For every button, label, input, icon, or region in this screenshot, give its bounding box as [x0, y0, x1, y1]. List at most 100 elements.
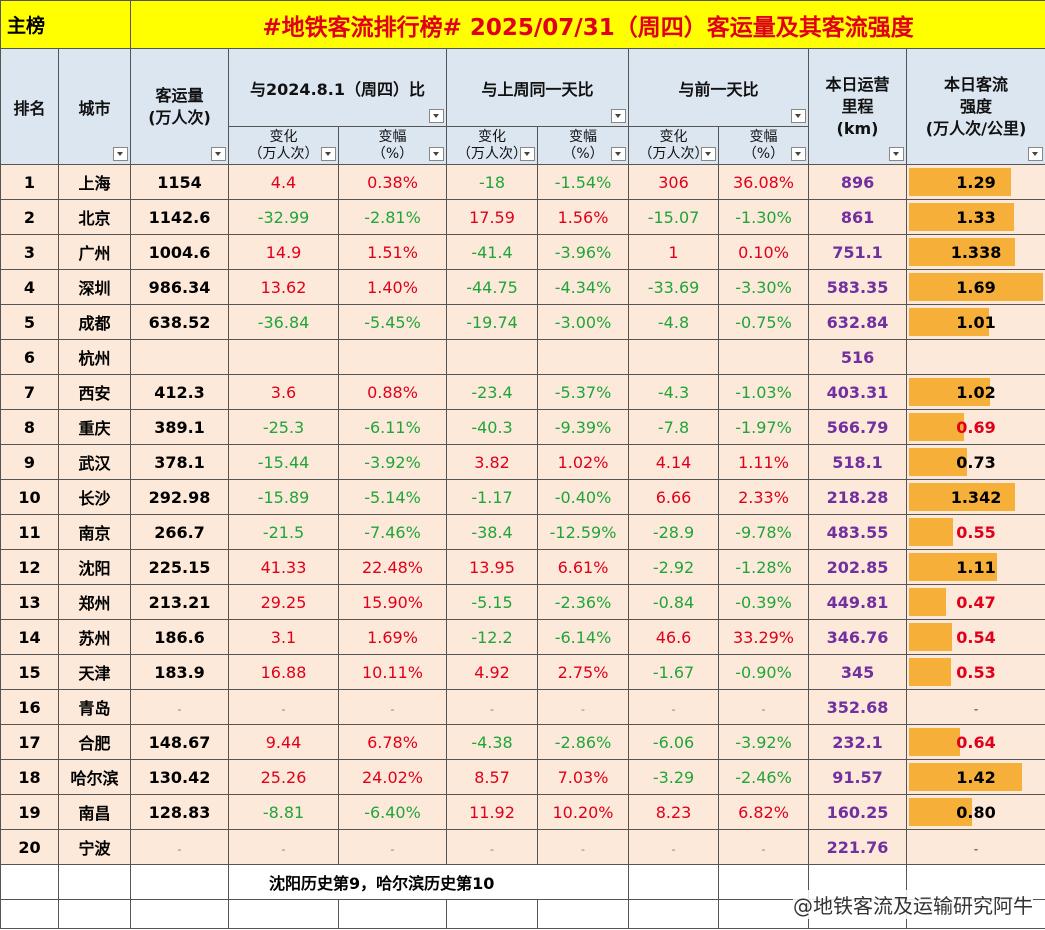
cell-text: 西安 [78, 384, 111, 403]
cell-text: -1.67 [652, 662, 695, 682]
cell-text: 3.82 [474, 452, 510, 472]
cell: 4.14 [628, 444, 720, 480]
header-line: （万人次） [457, 145, 528, 162]
cell-text: 1004.6 [148, 242, 211, 262]
cell-text: 成都 [78, 314, 111, 333]
filter-button[interactable] [889, 147, 905, 161]
cell: -6.11% [338, 409, 448, 445]
cell: 352.68 [808, 689, 908, 725]
cell: -0.39% [718, 584, 810, 620]
cell: 1.29 [906, 164, 1045, 200]
filter-button[interactable] [113, 147, 129, 161]
cell [628, 864, 720, 900]
cell: 上海 [57, 164, 132, 200]
cell-text: -1.17 [471, 487, 513, 507]
cell-text: 403.31 [826, 382, 889, 402]
cell-text: 128.83 [148, 802, 211, 822]
cell-text: -3.00% [554, 312, 612, 332]
intensity-bar [909, 378, 990, 406]
cell-text: 2.33% [738, 487, 789, 507]
cell-text: 221.76 [826, 837, 889, 857]
cell-text: -15.07 [647, 207, 700, 227]
filter-button[interactable] [611, 109, 627, 123]
cell: -2.81% [338, 199, 448, 235]
cell-text: 29.25 [260, 592, 307, 612]
cell-text: -9.39% [554, 417, 612, 437]
cell-text: 天津 [78, 664, 111, 683]
intensity-bar [909, 588, 947, 616]
cell: -4.3 [628, 374, 720, 410]
intensity-bar [909, 273, 1044, 301]
intensity-bar [909, 518, 953, 546]
cell: -5.14% [338, 479, 448, 515]
intensity-value: - [973, 702, 979, 716]
cell: 6.66 [628, 479, 720, 515]
cell: -7.8 [628, 409, 720, 445]
cell: 9.44 [228, 724, 340, 760]
filter-button[interactable] [791, 109, 807, 123]
cell-text: 3 [23, 242, 36, 262]
cell-text: 1154 [157, 172, 202, 192]
cell: 583.35 [808, 269, 908, 305]
cell-text: -5.45% [364, 312, 421, 332]
filter-button[interactable] [791, 147, 807, 161]
filter-button[interactable] [211, 147, 227, 161]
cell-text: -12.59% [549, 522, 617, 542]
intensity-bar [909, 658, 952, 686]
header-line: (万人次) [148, 107, 211, 127]
cell-text: -2.46% [735, 767, 792, 787]
header-line: 变化 [269, 128, 298, 145]
cell-text: -7.46% [364, 522, 421, 542]
header-line: 里程 [841, 96, 874, 116]
filter-button[interactable] [520, 147, 536, 161]
filter-button[interactable] [321, 147, 337, 161]
cell: 389.1 [130, 409, 230, 445]
cell: -9.78% [718, 514, 810, 550]
cell: -5.15 [446, 584, 539, 620]
cell: -0.84 [628, 584, 720, 620]
cell-text: 518.1 [832, 452, 883, 472]
header-row: 变化 （万人次） 变幅 （%） 变化 （万人次） 变幅 （%） 变化 （万人次） 变幅 （%） [1, 126, 1045, 165]
cell: -2.36% [537, 584, 630, 620]
cell: 292.98 [130, 479, 230, 515]
cell-text: 566.79 [826, 417, 889, 437]
filter-button[interactable] [429, 147, 445, 161]
cell-text: - [671, 842, 676, 856]
cell-text: -4.38 [471, 732, 513, 752]
group-header: 与前一天比 [628, 48, 810, 127]
cell: 1.69% [338, 619, 448, 655]
cell-text: -0.84 [652, 592, 695, 612]
cell: 516 [808, 339, 908, 375]
cell-text: -2.81% [364, 207, 421, 227]
cell: 8.57 [446, 759, 539, 795]
cell [130, 899, 230, 929]
header-line: 变化 [659, 128, 688, 145]
cell: -12.2 [446, 619, 539, 655]
data-row: 13 郑州 213.21 29.25 15.90% -5.15 -2.36% -0.84 -0.… [0, 584, 1045, 620]
cell: 128.83 [130, 794, 230, 830]
filter-button[interactable] [701, 147, 717, 161]
cell-text: 8.57 [474, 767, 510, 787]
cell: - [338, 829, 448, 865]
filter-button[interactable] [1028, 147, 1044, 161]
cell: -3.92% [718, 724, 810, 760]
cell [57, 864, 132, 900]
cell: - [130, 689, 230, 725]
cell: 0.69 [906, 409, 1045, 445]
cell-text: 306 [658, 172, 689, 192]
filter-button[interactable] [429, 109, 445, 123]
cell-text: -6.40% [364, 802, 421, 822]
filter-button[interactable] [611, 147, 627, 161]
cell-text: 46.6 [655, 627, 692, 647]
cell-text: -23.4 [471, 382, 513, 402]
tag: 主榜 [0, 0, 132, 49]
cell-text: 412.3 [154, 382, 205, 402]
intensity-bar [909, 413, 964, 441]
cell-text: 41.33 [260, 557, 307, 577]
intensity-value: 1.02 [956, 382, 996, 402]
cell-text: 19 [18, 802, 41, 822]
cell: 1.11% [718, 444, 810, 480]
cell-text: 8.23 [655, 802, 692, 822]
cell-text: -1.28% [735, 557, 792, 577]
